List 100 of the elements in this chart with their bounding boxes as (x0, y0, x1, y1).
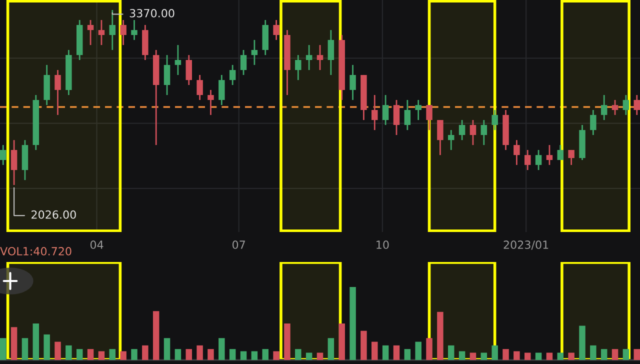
candlestick (470, 119, 476, 146)
bar (546, 352, 553, 360)
bar (415, 342, 422, 360)
bar (590, 345, 596, 360)
bar (98, 351, 105, 360)
candlestick (600, 94, 608, 121)
bar (535, 352, 542, 360)
bar (10, 327, 18, 360)
bar (480, 352, 488, 360)
bar (328, 338, 334, 360)
candlestick (404, 99, 411, 131)
candlestick (164, 54, 170, 96)
candlestick (328, 29, 334, 76)
bar (338, 324, 345, 360)
candlestick (196, 74, 203, 101)
bar (600, 349, 608, 360)
bar (284, 324, 290, 360)
candlestick (393, 99, 400, 136)
bar (76, 349, 83, 360)
candlestick (120, 19, 126, 46)
candlestick (372, 94, 378, 131)
bar (142, 345, 148, 360)
bar (458, 351, 466, 360)
bar (502, 349, 509, 360)
bar (32, 324, 40, 360)
candlestick (492, 109, 498, 131)
bar (66, 345, 72, 360)
bar (393, 345, 400, 360)
bar (229, 349, 236, 360)
bar (634, 349, 640, 360)
bar (87, 349, 94, 360)
bar (360, 330, 367, 360)
bar (174, 349, 182, 360)
bar (579, 326, 586, 360)
bar (131, 349, 138, 360)
bar (448, 345, 454, 360)
candlestick (218, 74, 225, 106)
bar (404, 349, 411, 360)
candlestick (622, 94, 630, 116)
bar (54, 342, 61, 360)
bar (240, 351, 247, 360)
candlestick (458, 119, 466, 141)
bar (251, 351, 258, 360)
candlestick (240, 49, 247, 76)
bar (557, 352, 564, 360)
candlestick (54, 69, 61, 116)
x-tick-label: 04 (90, 240, 104, 249)
x-tick-label: 2023/01 (504, 240, 548, 250)
bar (612, 349, 618, 360)
candlestick (535, 149, 542, 171)
candlestick (514, 139, 520, 166)
x-tick-label: 10 (376, 240, 389, 249)
bar (196, 345, 203, 360)
bar (22, 338, 28, 360)
candlestick (612, 99, 618, 116)
bar (622, 349, 630, 360)
candlestick (306, 44, 312, 71)
candlestick (590, 109, 596, 136)
candlestick (109, 9, 116, 51)
bar (316, 352, 324, 360)
bar (295, 349, 302, 360)
candlestick (415, 99, 422, 121)
bar (164, 338, 170, 360)
candlestick (0, 144, 6, 166)
candlestick (568, 149, 574, 166)
annotation: 2026.00 (32, 210, 76, 219)
candlestick (546, 144, 553, 166)
candlestick (174, 44, 182, 76)
bar (120, 351, 126, 360)
text: VOL1:40.720 (0, 247, 72, 256)
bar (382, 345, 389, 360)
bar (568, 352, 574, 360)
bar (306, 352, 312, 360)
candlestick (316, 44, 324, 71)
x-tick-label: 07 (232, 240, 245, 249)
bar (109, 349, 116, 360)
candlestick (131, 19, 138, 41)
bar (514, 351, 520, 360)
bar (437, 312, 444, 360)
candlestick (98, 19, 105, 46)
bar (44, 334, 50, 360)
candlestick (437, 119, 444, 156)
candlestick (524, 149, 531, 171)
candlestick (350, 64, 356, 101)
bar (350, 287, 356, 360)
bar (426, 338, 432, 360)
candlestick (295, 54, 302, 81)
bar (372, 342, 378, 360)
candlestick (382, 94, 389, 126)
bar (470, 352, 476, 360)
bar (273, 351, 280, 360)
bar (218, 338, 225, 360)
candlestick (10, 139, 18, 186)
candlestick (208, 89, 214, 116)
bar (492, 345, 498, 360)
candlestick (273, 19, 280, 41)
candlestick (557, 144, 564, 161)
bar (524, 352, 531, 360)
candlestick (186, 54, 192, 86)
annotation: 3370.00 (130, 8, 174, 18)
